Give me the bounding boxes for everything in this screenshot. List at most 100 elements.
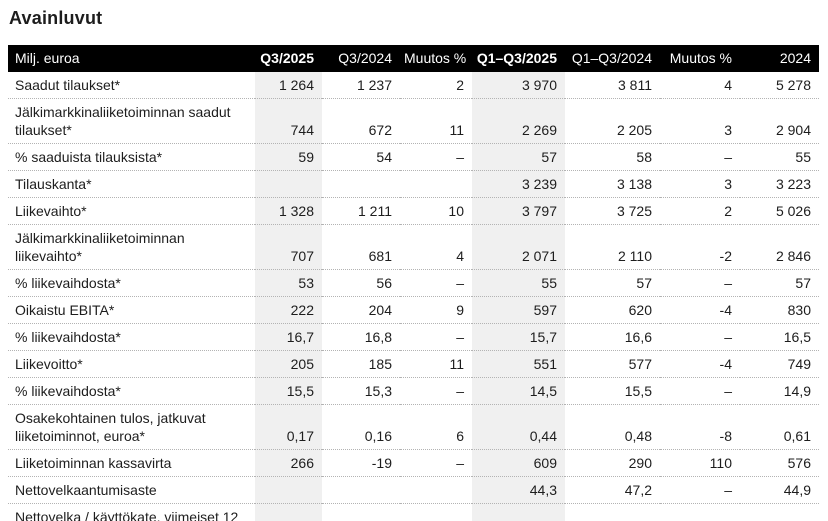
row-value: 59: [255, 143, 322, 171]
header-row: Milj. euroa Q3/2025 Q3/2024 Muutos % Q1–…: [8, 45, 819, 72]
row-value: [322, 503, 400, 521]
column-header-q1q3-2025: Q1–Q3/2025: [472, 45, 565, 72]
row-value: [400, 503, 472, 521]
row-label: Oikaistu EBITA*: [8, 296, 255, 324]
row-value: 3 138: [565, 170, 660, 198]
table-row: % liikevaihdosta* 53 56 – 55 57 – 57: [8, 269, 819, 297]
row-value: [400, 476, 472, 504]
row-value: –: [400, 449, 472, 477]
row-value: 57: [565, 269, 660, 297]
table-row: Liikevaihto* 1 328 1 211 10 3 797 3 725 …: [8, 197, 819, 225]
row-label: Nettovelkaantumisaste: [8, 476, 255, 504]
row-value: 15,7: [472, 323, 565, 351]
row-label: % liikevaihdosta*: [8, 323, 255, 351]
row-value: 597: [472, 296, 565, 324]
column-header-q1q3-2024: Q1–Q3/2024: [565, 45, 660, 72]
row-value: 1 264: [255, 72, 322, 99]
row-value: –: [400, 269, 472, 297]
row-value: -4: [660, 350, 740, 378]
row-value: 4: [660, 72, 740, 99]
row-value: 1 237: [322, 72, 400, 99]
page-title: Avainluvut: [9, 8, 103, 28]
row-value: –: [660, 377, 740, 405]
row-value: 620: [565, 296, 660, 324]
row-label: Jälkimarkkinaliiketoiminnan saadut tilau…: [8, 98, 255, 144]
row-value: 0,16: [322, 404, 400, 450]
row-value: 3: [660, 170, 740, 198]
row-value: 14,5: [472, 377, 565, 405]
row-value: 290: [565, 449, 660, 477]
row-value: 1 328: [255, 197, 322, 225]
row-value: 749: [740, 350, 819, 378]
row-label: Liikevoitto*: [8, 350, 255, 378]
row-value: 16,8: [322, 323, 400, 351]
row-value: 744: [255, 98, 322, 144]
row-value: 15,5: [255, 377, 322, 405]
row-label: Saadut tilaukset*: [8, 72, 255, 99]
row-value: –: [660, 476, 740, 504]
row-value: –: [660, 143, 740, 171]
row-value: 204: [322, 296, 400, 324]
row-value: 830: [740, 296, 819, 324]
row-value: 2 904: [740, 98, 819, 144]
row-value: [400, 170, 472, 198]
row-value: 2 071: [472, 224, 565, 270]
table-row: Oikaistu EBITA* 222 204 9 597 620 -4 830: [8, 296, 819, 324]
row-value: [255, 503, 322, 521]
row-value: -4: [660, 296, 740, 324]
table-header: Milj. euroa Q3/2025 Q3/2024 Muutos % Q1–…: [8, 45, 819, 72]
table-row: Liiketoiminnan kassavirta 266 -19 – 609 …: [8, 449, 819, 477]
row-value: 2 205: [565, 98, 660, 144]
row-value: -2: [660, 224, 740, 270]
row-value: 56: [322, 269, 400, 297]
row-value: 57: [472, 143, 565, 171]
row-value: 3: [660, 98, 740, 144]
row-label: Liikevaihto*: [8, 197, 255, 225]
table-row: Jälkimarkkinaliiketoiminnan liikevaihto*…: [8, 224, 819, 270]
row-value: 6: [400, 404, 472, 450]
table-row: Nettovelkaantumisaste 44,3 47,2 – 44,9: [8, 476, 819, 504]
table-row: Jälkimarkkinaliiketoiminnan saadut tilau…: [8, 98, 819, 144]
row-value: 55: [472, 269, 565, 297]
row-value: 58: [565, 143, 660, 171]
table-row: Osakekohtainen tulos, jatkuvat liiketoim…: [8, 404, 819, 450]
row-value: 47,2: [565, 476, 660, 504]
row-value: 3 797: [472, 197, 565, 225]
row-value: 9: [400, 296, 472, 324]
row-value: 57: [740, 269, 819, 297]
row-label: Osakekohtainen tulos, jatkuvat liiketoim…: [8, 404, 255, 450]
row-value: [255, 476, 322, 504]
row-value: 15,5: [565, 377, 660, 405]
column-header-q3-2025: Q3/2025: [255, 45, 322, 72]
row-value: 15,3: [322, 377, 400, 405]
row-value: 1 211: [322, 197, 400, 225]
row-value: 0,48: [565, 404, 660, 450]
row-value: [322, 476, 400, 504]
row-value: 14,9: [740, 377, 819, 405]
row-value: 0,61: [740, 404, 819, 450]
column-header-q3-2024: Q3/2024: [322, 45, 400, 72]
row-value: 11: [400, 98, 472, 144]
row-value: 576: [740, 449, 819, 477]
table-body: Saadut tilaukset* 1 264 1 237 2 3 970 3 …: [8, 72, 819, 521]
row-value: 11: [400, 350, 472, 378]
row-value: 681: [322, 224, 400, 270]
row-value: 672: [322, 98, 400, 144]
table-row: Tilauskanta* 3 239 3 138 3 3 223: [8, 170, 819, 198]
row-value: 10: [400, 197, 472, 225]
row-value: 16,5: [740, 323, 819, 351]
row-value: 1,2: [565, 503, 660, 521]
table-row: % saaduista tilauksista* 59 54 – 57 58 –…: [8, 143, 819, 171]
row-value: 54: [322, 143, 400, 171]
row-value: 44,9: [740, 476, 819, 504]
column-header-change-ytd: Muutos %: [660, 45, 740, 72]
row-value: 2: [660, 197, 740, 225]
row-value: 53: [255, 269, 322, 297]
row-value: [322, 170, 400, 198]
row-value: 3 239: [472, 170, 565, 198]
row-label: % saaduista tilauksista*: [8, 143, 255, 171]
row-value: [255, 170, 322, 198]
row-value: 4: [400, 224, 472, 270]
row-value: -19: [322, 449, 400, 477]
